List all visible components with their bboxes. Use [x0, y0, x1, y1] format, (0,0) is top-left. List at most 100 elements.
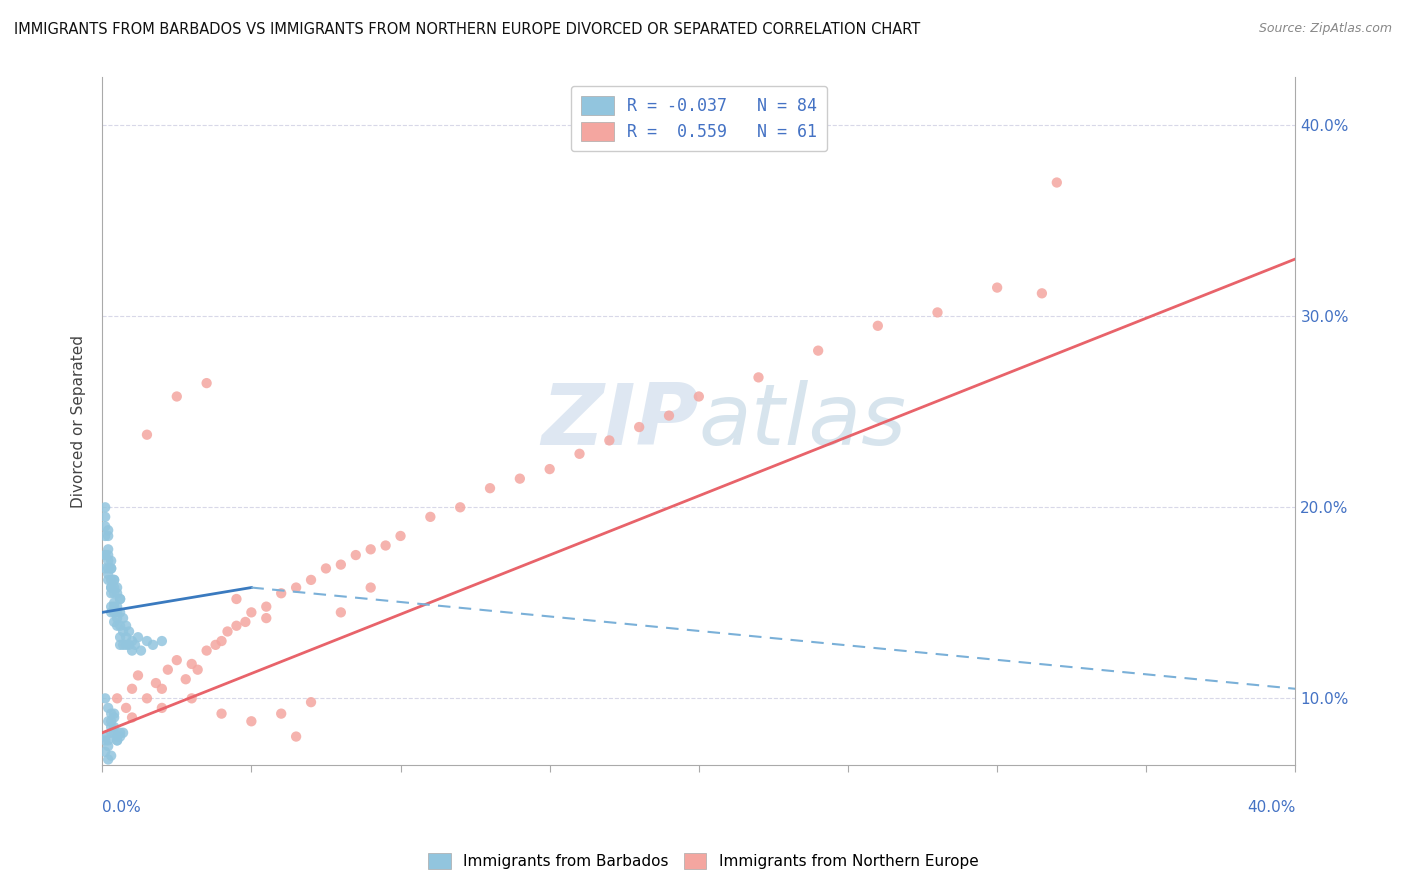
Point [927, 305, 949, 319]
Point [360, 542, 382, 557]
Point [329, 558, 352, 572]
Point [105, 586, 128, 600]
Point [299, 573, 322, 587]
Point [142, 638, 165, 652]
Point [103, 706, 125, 721]
Point [115, 701, 138, 715]
Point [240, 714, 263, 729]
Point [136, 691, 159, 706]
Point [166, 389, 188, 403]
Point [94, 548, 117, 562]
Point [124, 638, 146, 652]
Point [112, 624, 135, 639]
Point [100, 561, 122, 575]
Point [105, 691, 128, 706]
Point [105, 611, 128, 625]
Point [100, 725, 122, 739]
Point [254, 599, 277, 614]
Point [986, 280, 1008, 294]
Point [100, 586, 122, 600]
Point [127, 668, 149, 682]
Point [97, 567, 120, 582]
Point [100, 599, 122, 614]
Point [108, 606, 131, 620]
Point [94, 561, 117, 575]
Point [100, 573, 122, 587]
Point [97, 701, 120, 715]
Point [103, 725, 125, 739]
Point [94, 509, 117, 524]
Point [100, 554, 122, 568]
Text: IMMIGRANTS FROM BARBADOS VS IMMIGRANTS FROM NORTHERN EUROPE DIVORCED OR SEPARATE: IMMIGRANTS FROM BARBADOS VS IMMIGRANTS F… [14, 22, 921, 37]
Point [97, 529, 120, 543]
Point [115, 630, 138, 644]
Point [115, 619, 138, 633]
Text: 40.0%: 40.0% [1247, 799, 1295, 814]
Point [103, 573, 125, 587]
Point [374, 539, 396, 553]
Point [97, 739, 120, 753]
Point [100, 706, 122, 721]
Point [479, 481, 502, 495]
Point [108, 592, 131, 607]
Point [121, 681, 143, 696]
Point [449, 500, 471, 515]
Point [598, 434, 620, 448]
Point [100, 581, 122, 595]
Point [108, 730, 131, 744]
Point [156, 663, 179, 677]
Point [150, 634, 173, 648]
Point [94, 529, 117, 543]
Point [538, 462, 561, 476]
Point [105, 730, 128, 744]
Point [1046, 176, 1069, 190]
Point [118, 624, 141, 639]
Legend: R = -0.037   N = 84, R =  0.559   N = 61: R = -0.037 N = 84, R = 0.559 N = 61 [571, 86, 827, 151]
Point [254, 611, 277, 625]
Point [329, 606, 352, 620]
Point [180, 691, 202, 706]
Point [100, 714, 122, 729]
Point [121, 634, 143, 648]
Point [97, 752, 120, 766]
Point [97, 714, 120, 729]
Point [136, 427, 159, 442]
Point [108, 725, 131, 739]
Point [94, 548, 117, 562]
Point [136, 634, 159, 648]
Point [195, 643, 218, 657]
Point [112, 725, 135, 739]
Point [94, 733, 117, 747]
Point [658, 409, 681, 423]
Legend: Immigrants from Barbados, Immigrants from Northern Europe: Immigrants from Barbados, Immigrants fro… [422, 847, 984, 875]
Point [103, 586, 125, 600]
Point [105, 733, 128, 747]
Point [97, 548, 120, 562]
Point [211, 706, 233, 721]
Point [270, 706, 292, 721]
Point [145, 676, 167, 690]
Point [807, 343, 830, 358]
Point [103, 596, 125, 610]
Point [121, 643, 143, 657]
Point [389, 529, 412, 543]
Text: ZIP: ZIP [541, 380, 699, 463]
Point [108, 619, 131, 633]
Point [94, 745, 117, 759]
Point [105, 606, 128, 620]
Point [217, 624, 239, 639]
Point [115, 638, 138, 652]
Point [360, 581, 382, 595]
Point [94, 691, 117, 706]
Point [195, 376, 218, 391]
Point [112, 638, 135, 652]
Point [299, 695, 322, 709]
Y-axis label: Divorced or Separated: Divorced or Separated [72, 334, 86, 508]
Point [103, 573, 125, 587]
Point [103, 606, 125, 620]
Point [866, 318, 889, 333]
Point [419, 509, 441, 524]
Point [94, 519, 117, 533]
Point [121, 710, 143, 724]
Point [166, 653, 188, 667]
